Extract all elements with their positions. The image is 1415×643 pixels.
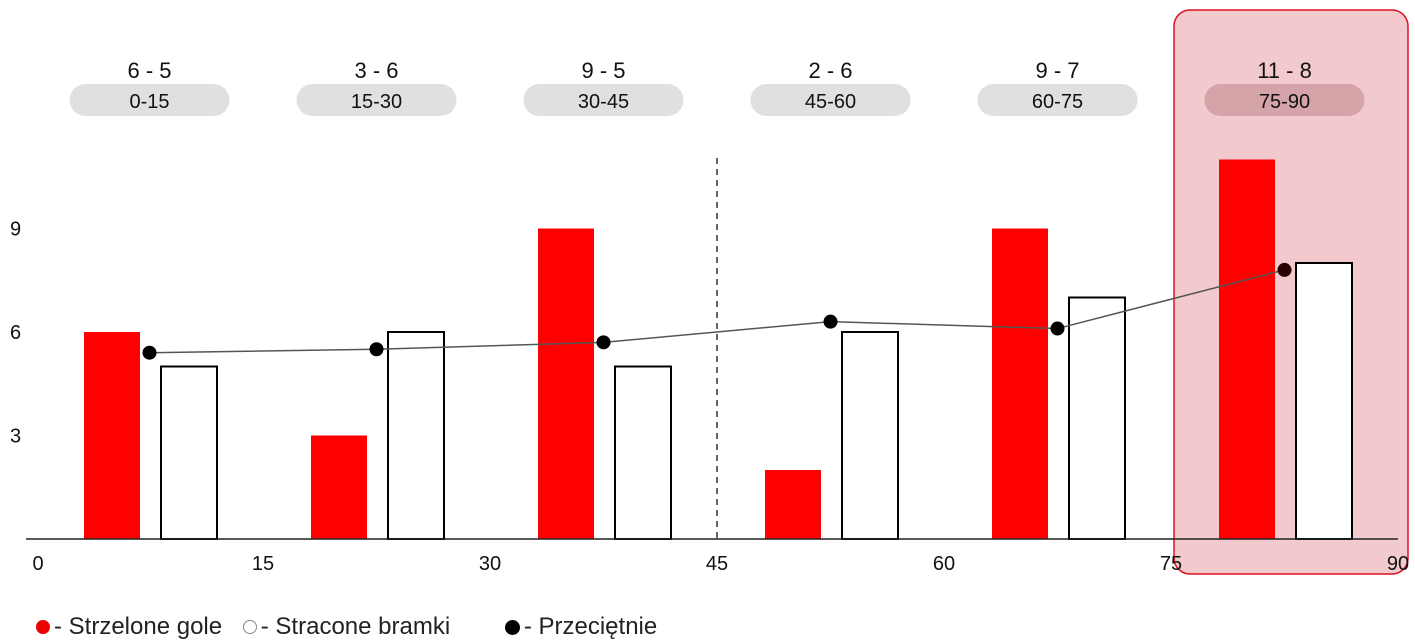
- y-tick-label: 3: [10, 426, 21, 448]
- period-label: 15-30: [351, 91, 402, 113]
- period-score: 9 - 5: [581, 58, 625, 83]
- bar-conceded: [387, 331, 445, 540]
- period-label: 75-90: [1259, 91, 1310, 113]
- x-tick-label: 90: [1387, 553, 1409, 575]
- average-point: [596, 335, 611, 350]
- period-pill: [750, 84, 911, 116]
- average-point: [369, 342, 384, 357]
- bar-scored: [84, 332, 140, 539]
- period-pill: [523, 84, 684, 116]
- y-tick-label: 6: [10, 322, 21, 344]
- bar-conceded: [841, 331, 899, 540]
- legend-label-scored: - Strzelone gole: [54, 612, 223, 640]
- period-label: 30-45: [578, 91, 629, 113]
- black-dot-icon: [504, 619, 520, 635]
- bar-scored: [765, 470, 821, 539]
- bar-scored: [1219, 159, 1275, 539]
- period-score: 9 - 7: [1035, 58, 1079, 83]
- y-tick-label: 9: [10, 219, 21, 241]
- bar-conceded: [614, 365, 672, 540]
- average-point: [1277, 262, 1292, 277]
- period-label: 45-60: [805, 91, 856, 113]
- period-score: 3 - 6: [354, 58, 398, 83]
- bar-scored: [311, 435, 367, 539]
- legend-item-scored: - Strzelone gole: [36, 613, 222, 641]
- period-label: 0-15: [129, 91, 169, 113]
- average-point: [1050, 321, 1065, 336]
- x-tick-label: 0: [32, 553, 43, 575]
- average-point: [823, 314, 838, 329]
- period-pill: [977, 84, 1138, 116]
- red-dot-icon: [36, 620, 50, 635]
- average-line: [149, 269, 1285, 354]
- period-label: 60-75: [1032, 91, 1083, 113]
- legend-item-average: - Przeciętnie: [504, 612, 658, 641]
- bar-conceded: [1068, 296, 1126, 540]
- chart-legend: - Strzelone gole - Stracone bramki - Prz…: [36, 612, 671, 641]
- bar-scored: [992, 228, 1048, 539]
- legend-label-conceded: - Stracone bramki: [260, 612, 451, 640]
- legend-label-average: - Przeciętnie: [523, 612, 658, 640]
- period-score: 11 - 8: [1257, 58, 1312, 83]
- average-point: [142, 345, 157, 360]
- bar-conceded: [160, 365, 218, 540]
- period-score: 6 - 5: [127, 58, 171, 83]
- x-tick-label: 75: [1160, 553, 1182, 575]
- period-score: 2 - 6: [808, 58, 852, 83]
- bar-scored: [538, 228, 594, 539]
- period-pill: [1204, 84, 1365, 116]
- x-tick-label: 60: [933, 553, 955, 575]
- x-tick-label: 30: [479, 553, 501, 575]
- bar-conceded: [1295, 262, 1353, 540]
- x-tick-label: 15: [252, 553, 274, 575]
- legend-item-conceded: - Stracone bramki: [242, 612, 451, 641]
- period-pill: [69, 84, 230, 116]
- period-pill: [296, 84, 457, 116]
- x-tick-label: 45: [706, 553, 728, 575]
- white-dot-icon: [242, 620, 257, 635]
